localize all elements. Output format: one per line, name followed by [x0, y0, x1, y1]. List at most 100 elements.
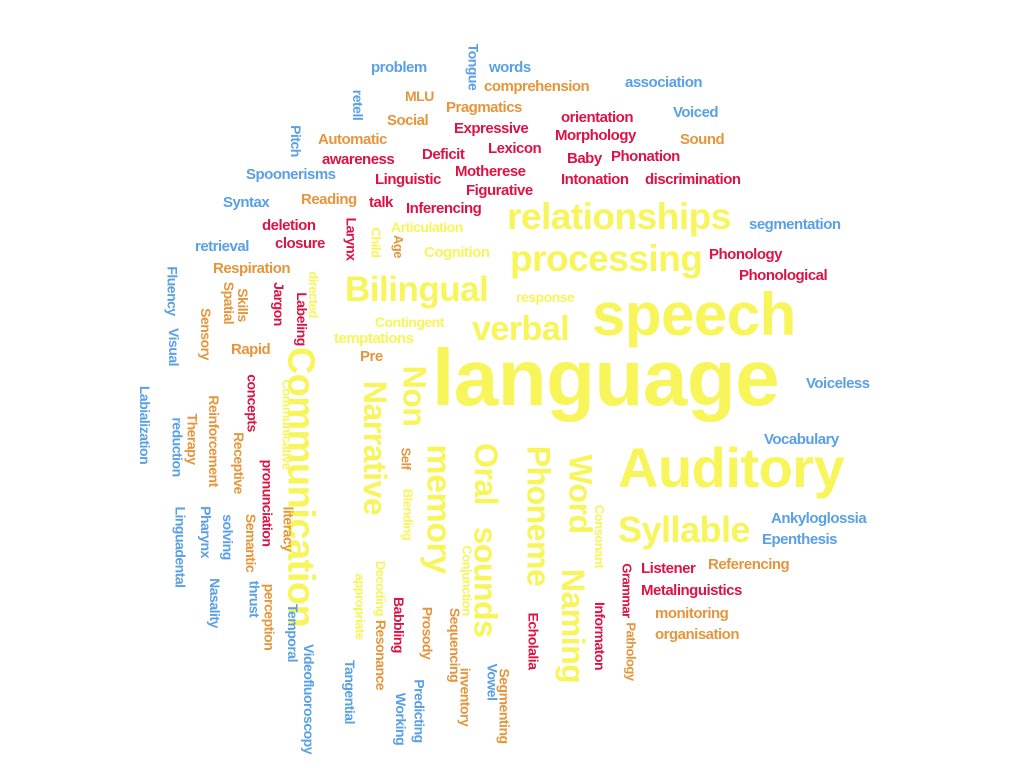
word-sensory: Sensory	[197, 308, 214, 360]
word-narrative: Narrative	[357, 380, 394, 516]
word-relationships: relationships	[507, 196, 731, 237]
word-problem: problem	[371, 59, 427, 76]
word-perception: perception	[261, 583, 278, 651]
word-phonology: Phonology	[709, 246, 783, 263]
word-voiced: Voiced	[673, 104, 719, 121]
word-monitoring: monitoring	[655, 605, 729, 622]
word-expressive: Expressive	[454, 120, 529, 137]
word-syllable: Syllable	[618, 509, 751, 550]
word-pathology: Pathology	[623, 622, 639, 681]
word-auditory: Auditory	[618, 436, 845, 499]
word-thrust: thrust	[246, 580, 263, 618]
word-lexicon: Lexicon	[488, 140, 542, 157]
word-conjunction: Conjunction	[459, 545, 475, 616]
word-discrimination: discrimination	[645, 171, 741, 188]
word-mlu: MLU	[405, 88, 434, 104]
word-rapid: Rapid	[231, 341, 271, 358]
word-non: Non	[396, 365, 433, 427]
word-orientation: orientation	[561, 109, 634, 126]
word-deficit: Deficit	[422, 146, 465, 163]
word-respiration: Respiration	[213, 260, 291, 277]
word-organisation: organisation	[655, 626, 740, 643]
word-voiceless: Voiceless	[806, 375, 870, 392]
word-solving: solving	[219, 514, 236, 560]
word-talk: talk	[369, 194, 393, 211]
word-pragmatics: Pragmatics	[446, 99, 522, 116]
word-appropriate: appropriate	[352, 573, 368, 640]
word-bilingual: Bilingual	[345, 270, 489, 309]
word-spatial: Spatial	[221, 281, 238, 325]
word-automatic: Automatic	[318, 131, 387, 148]
word-tangential: Tangential	[341, 660, 358, 724]
word-informaton: Informaton	[592, 601, 609, 671]
word-consonant: Consonant	[592, 504, 608, 569]
word-pharynx: Pharynx	[197, 506, 214, 558]
word-retell: retell	[350, 89, 367, 121]
word-resonance: Resonance	[373, 619, 390, 691]
word-naming: Naming	[555, 568, 592, 684]
word-social: Social	[387, 112, 429, 129]
word-response: response	[516, 289, 575, 305]
word-oral: Oral	[468, 442, 505, 506]
word-working: Working	[393, 692, 410, 746]
word-self: Self	[398, 447, 414, 470]
word-visual: Visual	[166, 328, 182, 366]
word-babbling: Babbling	[390, 597, 407, 653]
word-speech: speech	[592, 281, 796, 348]
word-association: association	[625, 74, 703, 91]
word-contingent: Contingent	[375, 314, 444, 330]
word-nasality: Nasality	[206, 578, 223, 628]
word-larynx: Larynx	[343, 217, 360, 261]
word-figurative: Figurative	[466, 182, 533, 199]
word-syntax: Syntax	[223, 194, 270, 211]
word-verbal: verbal	[472, 310, 570, 348]
word-labeling: Labeling	[293, 292, 310, 346]
word-echolalia: Echolalia	[525, 612, 542, 670]
word-fluency: Fluency	[164, 266, 181, 316]
word-processing: processing	[510, 238, 703, 279]
word-memory: memory	[419, 444, 458, 574]
word-predicting: Predicting	[411, 679, 428, 743]
word-language: language	[432, 333, 780, 422]
word-temptations: temptations	[334, 330, 414, 347]
word-pre: Pre	[360, 348, 383, 365]
word-age: Age	[391, 234, 407, 259]
word-reinforcement: Reinforcement	[205, 395, 222, 487]
word-prosody: Prosody	[419, 606, 436, 660]
word-phonation: Phonation	[611, 148, 680, 165]
word-receptive: Receptive	[230, 432, 247, 494]
word-pronunciation: pronunciation	[259, 459, 276, 547]
word-literacy: literacy	[280, 506, 297, 552]
word-inferencing: Inferencing	[406, 200, 482, 217]
word-linguistic: Linguistic	[375, 171, 441, 188]
word-metalinguistics: Metalinguistics	[641, 582, 742, 599]
word-ankyloglossia: Ankyloglossia	[771, 510, 867, 527]
word-epenthesis: Epenthesis	[762, 531, 838, 548]
word-words: words	[489, 59, 531, 76]
word-child: Child	[368, 227, 384, 258]
word-closure: closure	[275, 235, 325, 252]
word-inventory: inventory	[457, 667, 474, 727]
word-segmenting: Segmenting	[496, 668, 513, 744]
word-pitch: Pitch	[287, 125, 304, 157]
word-therapy: Therapy	[184, 413, 201, 465]
word-spoonerisms: Spoonerisms	[246, 166, 336, 183]
word-videofluoroscopy: Videofluoroscopy	[300, 644, 317, 754]
word-jargon: Jargon	[270, 282, 287, 326]
word-baby: Baby	[567, 150, 602, 167]
word-labialization: Labialization	[137, 385, 154, 465]
word-linguadental: Linguadental	[172, 506, 189, 588]
word-deletion: deletion	[262, 217, 316, 234]
word-referencing: Referencing	[708, 556, 790, 573]
word-intonation: Intonation	[561, 171, 629, 188]
word-decoding: Decoding	[373, 560, 389, 617]
word-concepts: concepts	[244, 374, 261, 432]
word-listener: Listener	[641, 560, 696, 577]
word-semantic: Semantic	[243, 513, 260, 573]
word-comprehension: comprehension	[484, 78, 590, 95]
word-reading: Reading	[301, 191, 357, 208]
word-blending: Blending	[400, 488, 416, 541]
word-tongue: Tongue	[465, 43, 482, 91]
word-cognition: Cognition	[424, 244, 490, 261]
